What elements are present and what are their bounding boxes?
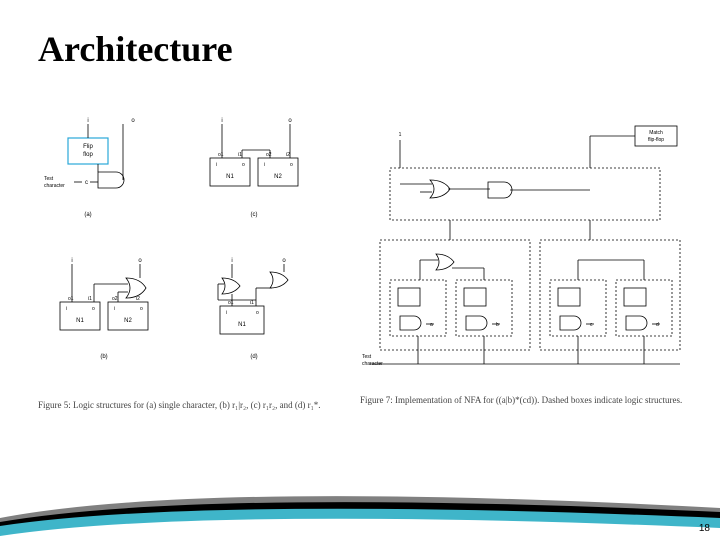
- fig5-panel-b: i o o1 i1 o2 i2 i o i o N1 N2 (b): [60, 258, 148, 360]
- svg-text:o2: o2: [266, 152, 272, 158]
- svg-text:i: i: [114, 306, 115, 312]
- fig5-panel-c: i o o1 i1 o2 i2 i o i o N1 N2 (c): [210, 118, 298, 218]
- svg-text:o: o: [140, 306, 143, 312]
- svg-text:d: d: [656, 322, 659, 328]
- svg-text:o: o: [290, 162, 293, 168]
- svg-text:i2: i2: [136, 296, 140, 302]
- svg-text:i1: i1: [250, 300, 254, 306]
- figure-7-caption: Figure 7: Implementation of NFA for ((a|…: [360, 395, 690, 405]
- svg-text:i2: i2: [286, 152, 290, 158]
- svg-text:i1: i1: [238, 152, 242, 158]
- slide-footer-swoosh: [0, 470, 720, 540]
- figure-7: Match flip-flop 1 a b c: [360, 120, 690, 380]
- svg-text:N1: N1: [76, 318, 84, 324]
- svg-text:(b): (b): [100, 354, 107, 360]
- svg-text:o: o: [282, 258, 286, 264]
- svg-text:o: o: [131, 118, 135, 124]
- svg-text:flip-flop: flip-flop: [648, 137, 664, 143]
- svg-text:N2: N2: [274, 174, 282, 180]
- svg-text:b: b: [496, 322, 499, 328]
- slide-title: Architecture: [38, 28, 233, 70]
- svg-text:o: o: [92, 306, 95, 312]
- svg-text:c: c: [85, 180, 88, 186]
- svg-text:i: i: [221, 118, 222, 124]
- fig5-panel-d: i o o1 i1 i o N1 (d): [218, 258, 288, 360]
- fig5-panel-a: Flip flop i o c Test character (a): [44, 118, 135, 218]
- svg-text:(a): (a): [84, 212, 91, 218]
- svg-text:i: i: [66, 306, 67, 312]
- svg-text:i1: i1: [88, 296, 92, 302]
- svg-text:N1: N1: [238, 322, 246, 328]
- svg-text:i: i: [231, 258, 232, 264]
- figure-5-caption: Figure 5: Logic structures for (a) singl…: [38, 400, 328, 410]
- svg-text:o: o: [242, 162, 245, 168]
- svg-text:o1: o1: [218, 152, 224, 158]
- svg-text:o2: o2: [112, 296, 118, 302]
- svg-text:i: i: [87, 118, 88, 124]
- svg-text:character: character: [44, 183, 65, 189]
- svg-text:(c): (c): [251, 212, 258, 218]
- svg-text:1: 1: [399, 132, 402, 138]
- svg-text:o: o: [256, 310, 259, 316]
- svg-text:character: character: [362, 361, 383, 367]
- svg-text:Test: Test: [362, 354, 372, 360]
- svg-text:Match: Match: [649, 130, 663, 136]
- svg-text:i: i: [71, 258, 72, 264]
- svg-text:i: i: [264, 162, 265, 168]
- svg-text:Test: Test: [44, 176, 54, 182]
- svg-text:(d): (d): [250, 354, 257, 360]
- svg-text:o: o: [288, 118, 292, 124]
- svg-text:o1: o1: [68, 296, 74, 302]
- svg-text:flop: flop: [83, 152, 93, 158]
- svg-text:N1: N1: [226, 174, 234, 180]
- figure-5: Flip flop i o c Test character (a) i o o…: [38, 110, 338, 390]
- page-number: 18: [699, 523, 710, 534]
- svg-text:o: o: [138, 258, 142, 264]
- svg-text:o1: o1: [228, 300, 234, 306]
- svg-text:i: i: [216, 162, 217, 168]
- svg-text:Flip: Flip: [83, 144, 93, 150]
- svg-text:N2: N2: [124, 318, 132, 324]
- svg-text:i: i: [226, 310, 227, 316]
- svg-text:a: a: [430, 322, 433, 328]
